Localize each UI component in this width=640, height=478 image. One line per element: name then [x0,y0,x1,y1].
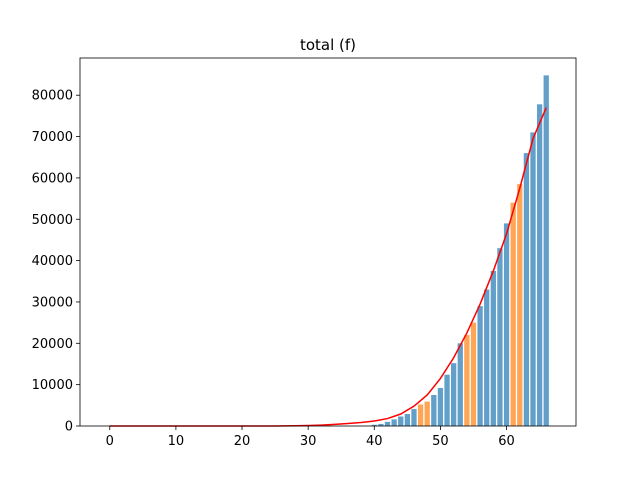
x-tick-label: 40 [366,434,383,449]
x-tick-label: 10 [168,434,185,449]
bar [497,248,503,426]
bars-layer [371,75,549,427]
bar [391,419,397,426]
bar-highlight [510,202,516,426]
bar [431,394,437,426]
bar [371,424,377,426]
x-tick-label: 0 [106,434,114,449]
x-tick-label: 50 [432,434,449,449]
bar [451,363,457,426]
bar [484,289,490,426]
bar [398,416,404,426]
x-tick-label: 60 [498,434,515,449]
y-tick-label: 60000 [32,171,73,186]
bar-highlight [424,401,430,426]
bar [523,153,530,426]
bar [384,421,391,426]
bar-highlight [464,335,470,426]
y-tick-label: 10000 [32,378,73,393]
x-tick-label: 30 [300,434,317,449]
bar-highlight [470,322,477,426]
axes-frame [79,57,577,427]
bar [490,270,496,426]
bar [457,343,463,426]
bar [503,223,510,426]
y-axis: 0 10000 20000 30000 40000 50000 60000 70000 8000… [32,89,80,435]
x-axis: 0 10 20 30 40 50 60 [106,426,515,449]
plot-area-border [79,57,577,427]
bar [404,414,410,426]
bar [444,374,450,426]
y-tick-label: 30000 [32,295,73,310]
y-tick-label: 70000 [32,130,73,145]
bar [477,306,483,426]
y-tick-label: 80000 [32,89,73,104]
bar [536,104,543,426]
chart-title: total (f) [300,36,356,54]
bar-highlight [517,184,523,426]
y-tick-label: 50000 [32,213,73,228]
bar [378,423,384,426]
bar [437,387,444,426]
y-tick-label: 0 [65,420,73,435]
y-tick-label: 40000 [32,254,73,269]
bar-highlight [417,404,424,426]
bar [530,132,536,426]
x-tick-label: 20 [234,434,251,449]
bar [543,75,549,427]
bar [411,409,417,426]
y-tick-label: 20000 [32,337,73,352]
